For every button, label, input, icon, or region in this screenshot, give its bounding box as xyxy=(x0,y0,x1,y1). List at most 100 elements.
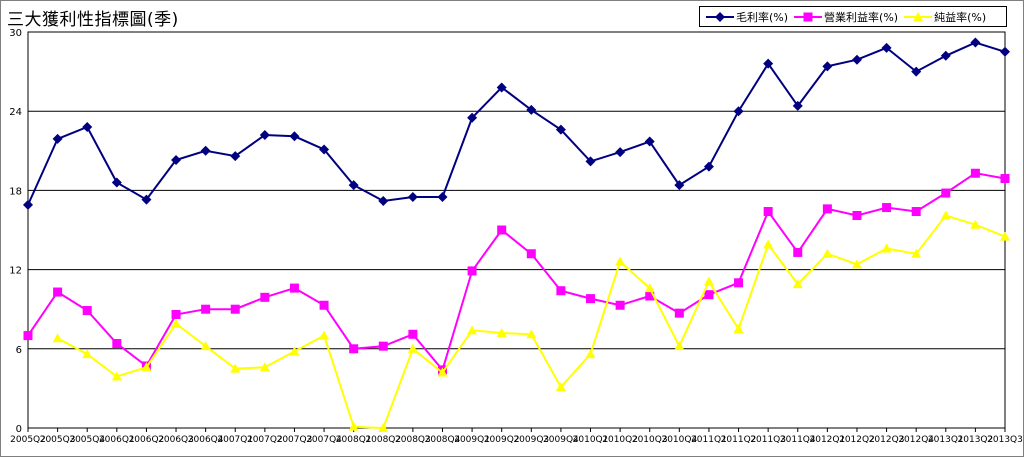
x-tick-label: 2007Q3 xyxy=(277,435,313,445)
data-point-square xyxy=(911,207,921,217)
legend-item-operating-margin: 營業利益率(%) xyxy=(794,9,898,25)
data-point-diamond xyxy=(141,194,152,205)
legend-item-net-margin: 純益率(%) xyxy=(904,9,986,25)
legend-item-gross-margin: 毛利率(%) xyxy=(706,9,788,25)
legend-marker-triangle xyxy=(904,11,933,21)
data-point-diamond xyxy=(23,199,33,210)
data-point-diamond xyxy=(82,122,93,133)
data-point-diamond xyxy=(467,112,478,123)
data-point-square xyxy=(112,339,122,349)
data-point-triangle xyxy=(496,327,507,337)
x-tick-label: 2008Q4 xyxy=(425,435,461,445)
data-point-square xyxy=(201,304,211,314)
data-point-square xyxy=(230,304,240,314)
x-tick-label: 2008Q3 xyxy=(395,435,431,445)
data-point-triangle xyxy=(437,367,448,377)
data-point-square xyxy=(674,308,684,318)
data-point-triangle xyxy=(407,343,418,353)
data-point-square xyxy=(734,278,744,288)
x-tick-label: 2006Q2 xyxy=(129,435,165,445)
data-point-triangle xyxy=(230,363,241,373)
data-point-diamond xyxy=(851,54,862,65)
x-tick-label: 2012Q4 xyxy=(898,435,934,445)
data-point-square xyxy=(763,207,773,217)
data-point-square xyxy=(467,266,477,276)
data-point-triangle xyxy=(615,256,626,266)
data-point-diamond xyxy=(378,195,389,206)
data-point-triangle xyxy=(259,362,270,372)
x-tick-label: 2008Q1 xyxy=(336,435,372,445)
data-point-square xyxy=(822,204,832,214)
data-point-triangle xyxy=(674,341,685,351)
data-point-triangle xyxy=(851,259,862,269)
x-tick-label: 2005Q4 xyxy=(69,435,105,445)
x-tick-label: 2013Q3 xyxy=(987,435,1023,445)
data-point-square xyxy=(289,283,299,293)
data-point-triangle xyxy=(348,421,359,431)
data-point-square xyxy=(586,294,596,304)
x-tick-label: 2006Q3 xyxy=(158,435,194,445)
data-point-diamond xyxy=(940,50,951,61)
y-tick-label: 24 xyxy=(9,107,22,118)
data-point-square xyxy=(852,210,862,220)
data-point-square xyxy=(941,188,951,198)
x-tick-label: 2010Q1 xyxy=(573,435,609,445)
data-point-diamond xyxy=(822,61,833,72)
data-point-diamond xyxy=(259,129,270,140)
data-point-diamond xyxy=(881,42,892,53)
legend-label: 毛利率(%) xyxy=(736,10,789,24)
data-point-triangle xyxy=(792,279,803,289)
x-tick-label: 2011Q2 xyxy=(721,435,757,445)
data-point-diamond xyxy=(526,104,537,115)
x-tick-label: 2005Q3 xyxy=(40,435,76,445)
chart-title: 三大獲利性指標圖(季) xyxy=(7,10,179,30)
data-point-diamond xyxy=(585,156,596,167)
y-tick-label: 0 xyxy=(16,424,22,435)
data-point-triangle xyxy=(970,219,981,229)
data-point-square xyxy=(171,309,181,319)
x-tick-label: 2006Q4 xyxy=(188,435,224,445)
data-point-triangle xyxy=(911,248,922,258)
data-point-diamond xyxy=(496,82,507,93)
data-point-diamond xyxy=(644,136,655,147)
data-point-diamond xyxy=(171,155,182,166)
data-point-square xyxy=(23,331,33,341)
x-tick-label: 2007Q2 xyxy=(247,435,283,445)
data-point-triangle xyxy=(526,329,537,339)
data-point-triangle xyxy=(1000,231,1010,241)
data-point-square xyxy=(349,344,359,354)
data-point-diamond xyxy=(792,100,803,111)
data-point-square xyxy=(645,291,655,301)
series-line-1 xyxy=(27,41,1006,206)
y-tick-label: 18 xyxy=(9,186,22,197)
x-tick-label: 2013Q1 xyxy=(928,435,964,445)
data-point-diamond xyxy=(319,144,330,155)
data-point-diamond xyxy=(348,180,359,191)
data-point-diamond xyxy=(52,133,63,144)
data-point-triangle xyxy=(733,324,744,333)
x-tick-label: 2009Q2 xyxy=(484,435,520,445)
series-line-2 xyxy=(27,172,1006,372)
data-point-diamond xyxy=(437,192,448,202)
x-tick-label: 2005Q2 xyxy=(10,435,46,445)
data-point-triangle xyxy=(171,318,182,328)
data-point-triangle xyxy=(585,349,596,359)
data-point-diamond xyxy=(1000,46,1010,57)
data-point-triangle xyxy=(319,330,330,340)
data-point-triangle xyxy=(141,362,152,372)
x-tick-label: 2012Q1 xyxy=(810,435,846,445)
data-point-triangle xyxy=(289,346,300,356)
data-point-square xyxy=(497,225,507,235)
data-point-diamond xyxy=(763,58,774,69)
data-point-triangle xyxy=(555,382,566,392)
data-point-triangle xyxy=(822,248,833,258)
data-point-diamond xyxy=(200,145,211,156)
x-tick-label: 2010Q4 xyxy=(661,435,697,445)
data-point-square xyxy=(615,300,625,310)
data-point-triangle xyxy=(378,423,389,432)
data-point-triangle xyxy=(881,243,892,253)
x-tick-label: 2007Q1 xyxy=(217,435,253,445)
data-point-square xyxy=(704,290,714,300)
data-point-triangle xyxy=(940,210,951,220)
data-point-triangle xyxy=(467,325,478,335)
